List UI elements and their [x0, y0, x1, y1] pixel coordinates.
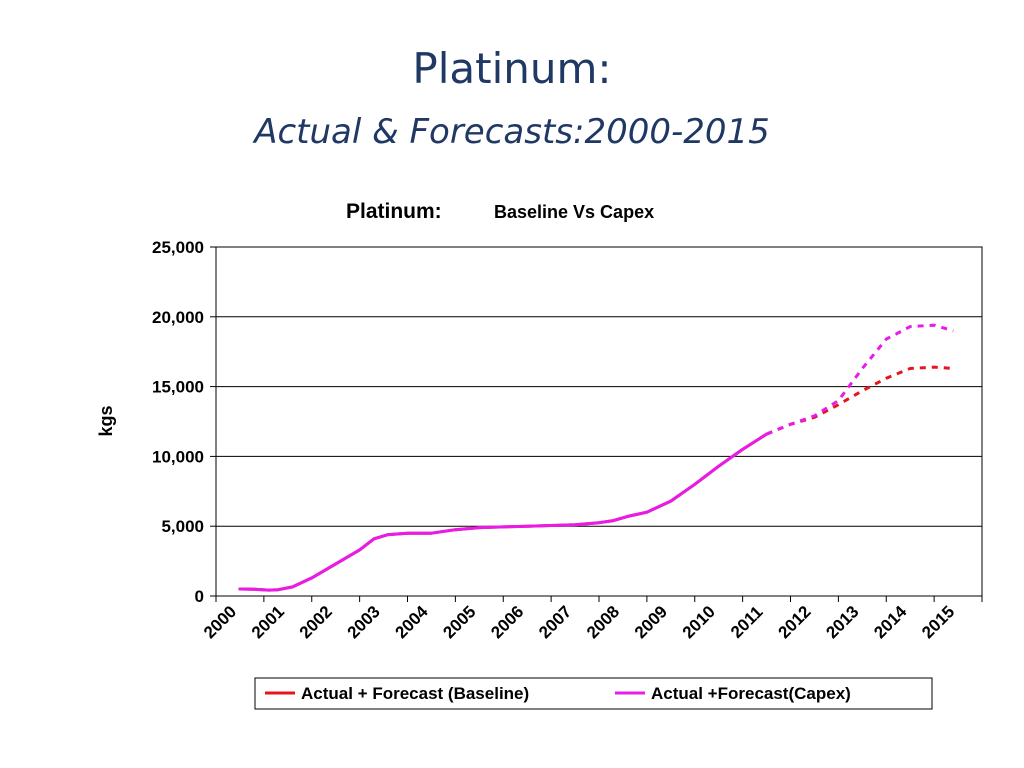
y-axis-title: kgs — [96, 405, 116, 436]
y-tick-label: 15,000 — [152, 378, 204, 397]
x-tick-label: 2007 — [535, 602, 575, 642]
y-tick-label: 10,000 — [152, 447, 204, 466]
y-tick-label: 20,000 — [152, 308, 204, 327]
x-tick-label: 2008 — [583, 602, 623, 642]
x-tick-label: 2009 — [631, 602, 671, 642]
plot-area-border — [215, 246, 983, 597]
legend: Actual + Forecast (Baseline) Actual +Fore… — [254, 677, 933, 710]
x-tick-label: 2014 — [870, 602, 911, 643]
legend-label: Actual + Forecast (Baseline) — [301, 684, 529, 703]
series-line-baseline-actual — [238, 432, 769, 592]
x-tick-label: 2006 — [487, 602, 527, 642]
legend-label: Actual +Forecast(Capex) — [651, 684, 851, 703]
slide-subtitle: Actual & Forecasts:2000-2015 — [254, 112, 770, 152]
y-tick-label: 5,000 — [161, 517, 204, 536]
y-tick-label: 0 — [195, 587, 204, 606]
series-line-capex-forecast — [766, 323, 954, 436]
x-tick-label: 2010 — [679, 602, 719, 642]
x-tick-label: 2015 — [918, 602, 958, 642]
x-tick-label: 2005 — [439, 602, 479, 642]
x-tick-label: 2003 — [344, 602, 384, 642]
y-tick-label: 25,000 — [152, 238, 204, 257]
chart-subtitle: Baseline Vs Capex — [494, 202, 654, 222]
x-tick-label: 2013 — [822, 602, 862, 642]
x-tick-label: 2002 — [296, 602, 336, 642]
chart-title: Platinum: — [346, 200, 442, 223]
legend-box — [254, 677, 933, 710]
series-line-capex-actual — [238, 432, 769, 592]
slide-title: Platinum: — [412, 44, 612, 93]
gridlines — [215, 246, 983, 597]
x-tick-label: 2000 — [200, 602, 240, 642]
x-tick-label: 2004 — [392, 602, 433, 643]
x-tick-label: 2001 — [248, 602, 288, 642]
series-lines — [238, 323, 954, 592]
x-tick-label: 2011 — [727, 602, 767, 642]
x-tick-label: 2012 — [775, 602, 815, 642]
